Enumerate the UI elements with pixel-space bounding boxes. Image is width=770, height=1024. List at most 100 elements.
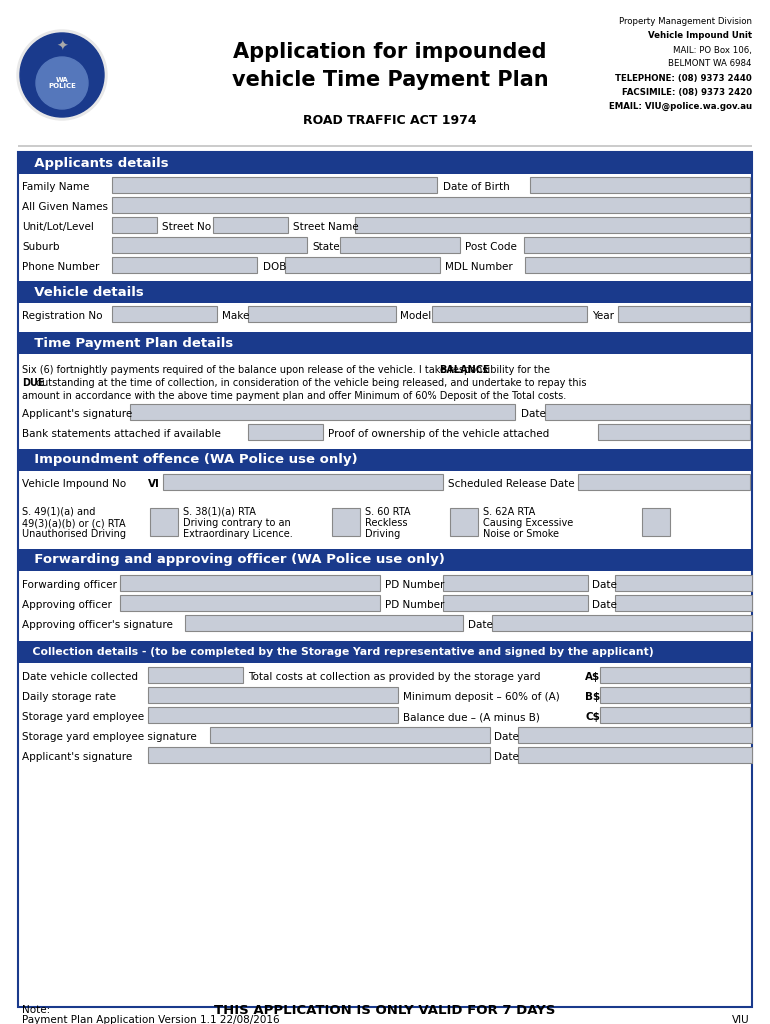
- Text: Driving contrary to an: Driving contrary to an: [183, 518, 291, 528]
- Text: Payment Plan Application Version 1.1 22/08/2016: Payment Plan Application Version 1.1 22/…: [22, 1015, 280, 1024]
- Circle shape: [20, 33, 104, 117]
- Bar: [618, 306, 750, 322]
- Text: A$: A$: [585, 672, 601, 682]
- Text: All Given Names: All Given Names: [22, 202, 108, 212]
- Text: PD Number: PD Number: [385, 600, 444, 610]
- Bar: [432, 306, 587, 322]
- Bar: [450, 508, 478, 536]
- Text: BALANCE: BALANCE: [439, 365, 489, 375]
- Text: Date vehicle collected: Date vehicle collected: [22, 672, 138, 682]
- Text: Balance due – (A minus B): Balance due – (A minus B): [403, 712, 540, 722]
- Bar: [600, 667, 750, 683]
- Text: ROAD TRAFFIC ACT 1974: ROAD TRAFFIC ACT 1974: [303, 114, 477, 127]
- Text: Date of Birth: Date of Birth: [443, 182, 510, 193]
- Bar: [18, 152, 752, 174]
- Text: Family Name: Family Name: [22, 182, 89, 193]
- Text: vehicle Time Payment Plan: vehicle Time Payment Plan: [232, 70, 548, 90]
- Text: S. 49(1)(a) and: S. 49(1)(a) and: [22, 507, 95, 517]
- Bar: [163, 474, 443, 490]
- Text: DUE: DUE: [22, 378, 45, 388]
- Text: Street Name: Street Name: [293, 222, 359, 232]
- Bar: [130, 404, 515, 420]
- Bar: [148, 667, 243, 683]
- Bar: [112, 177, 437, 193]
- Text: Causing Excessive: Causing Excessive: [483, 518, 573, 528]
- Text: EMAIL: VIU@police.wa.gov.au: EMAIL: VIU@police.wa.gov.au: [609, 101, 752, 111]
- Bar: [340, 237, 460, 253]
- Bar: [248, 424, 323, 440]
- Text: outstanding at the time of collection, in consideration of the vehicle being rel: outstanding at the time of collection, i…: [33, 378, 587, 388]
- Text: Property Management Division: Property Management Division: [619, 17, 752, 27]
- Text: Unit/Lot/Level: Unit/Lot/Level: [22, 222, 94, 232]
- Text: Unauthorised Driving: Unauthorised Driving: [22, 529, 126, 539]
- Text: Make: Make: [222, 311, 249, 321]
- Text: Date: Date: [521, 409, 546, 419]
- Text: S. 62A RTA: S. 62A RTA: [483, 507, 535, 517]
- Text: VI: VI: [148, 479, 160, 489]
- Bar: [615, 595, 752, 611]
- Text: Date: Date: [592, 600, 617, 610]
- Text: DOB: DOB: [263, 262, 286, 272]
- Bar: [148, 746, 490, 763]
- Text: Scheduled Release Date: Scheduled Release Date: [448, 479, 574, 489]
- Text: Reckless: Reckless: [365, 518, 407, 528]
- Bar: [545, 404, 750, 420]
- Bar: [615, 575, 752, 591]
- Bar: [443, 595, 588, 611]
- Text: Registration No: Registration No: [22, 311, 102, 321]
- Text: S. 60 RTA: S. 60 RTA: [365, 507, 410, 517]
- Text: Application for impounded: Application for impounded: [233, 42, 547, 62]
- Bar: [213, 217, 288, 233]
- Text: Forwarding and approving officer (WA Police use only): Forwarding and approving officer (WA Pol…: [25, 554, 445, 566]
- Bar: [642, 508, 670, 536]
- Text: Time Payment Plan details: Time Payment Plan details: [25, 337, 233, 349]
- Text: C$: C$: [585, 712, 600, 722]
- Bar: [112, 237, 307, 253]
- Text: Proof of ownership of the vehicle attached: Proof of ownership of the vehicle attach…: [328, 429, 549, 439]
- Bar: [150, 508, 178, 536]
- Text: Total costs at collection as provided by the storage yard: Total costs at collection as provided by…: [248, 672, 541, 682]
- Bar: [112, 197, 750, 213]
- Text: Bank statements attached if available: Bank statements attached if available: [22, 429, 221, 439]
- Text: Applicants details: Applicants details: [25, 157, 169, 170]
- Text: PD Number: PD Number: [385, 580, 444, 590]
- Text: Phone Number: Phone Number: [22, 262, 99, 272]
- Text: WA
POLICE: WA POLICE: [48, 77, 76, 89]
- Text: MAIL: PO Box 106,: MAIL: PO Box 106,: [673, 45, 752, 54]
- Bar: [120, 575, 380, 591]
- Bar: [518, 727, 752, 743]
- Bar: [600, 707, 750, 723]
- Bar: [148, 707, 398, 723]
- Bar: [210, 727, 490, 743]
- Bar: [148, 687, 398, 703]
- Text: THIS APPLICATION IS ONLY VALID FOR 7 DAYS: THIS APPLICATION IS ONLY VALID FOR 7 DAY…: [214, 1004, 556, 1017]
- Bar: [248, 306, 396, 322]
- Bar: [112, 257, 257, 273]
- Bar: [18, 152, 752, 1007]
- Bar: [443, 575, 588, 591]
- Bar: [18, 641, 752, 663]
- Bar: [525, 257, 750, 273]
- Bar: [355, 217, 750, 233]
- Bar: [18, 449, 752, 471]
- Text: Year: Year: [592, 311, 614, 321]
- Bar: [18, 549, 752, 571]
- Text: Impoundment offence (WA Police use only): Impoundment offence (WA Police use only): [25, 454, 357, 467]
- Text: Minimum deposit – 60% of (A): Minimum deposit – 60% of (A): [403, 692, 560, 702]
- Text: Vehicle details: Vehicle details: [25, 286, 144, 299]
- Bar: [492, 615, 752, 631]
- Text: Extraordinary Licence.: Extraordinary Licence.: [183, 529, 293, 539]
- Bar: [285, 257, 440, 273]
- Bar: [112, 306, 217, 322]
- Text: amount in accordance with the above time payment plan and offer Minimum of 60% D: amount in accordance with the above time…: [22, 391, 566, 401]
- Bar: [600, 687, 750, 703]
- Bar: [524, 237, 750, 253]
- Bar: [530, 177, 750, 193]
- Text: Date: Date: [494, 732, 519, 742]
- Text: Date: Date: [468, 620, 493, 630]
- Text: B$: B$: [585, 692, 601, 702]
- Text: Applicant's signature: Applicant's signature: [22, 752, 132, 762]
- Text: MDL Number: MDL Number: [445, 262, 513, 272]
- Text: Date: Date: [494, 752, 519, 762]
- Bar: [598, 424, 750, 440]
